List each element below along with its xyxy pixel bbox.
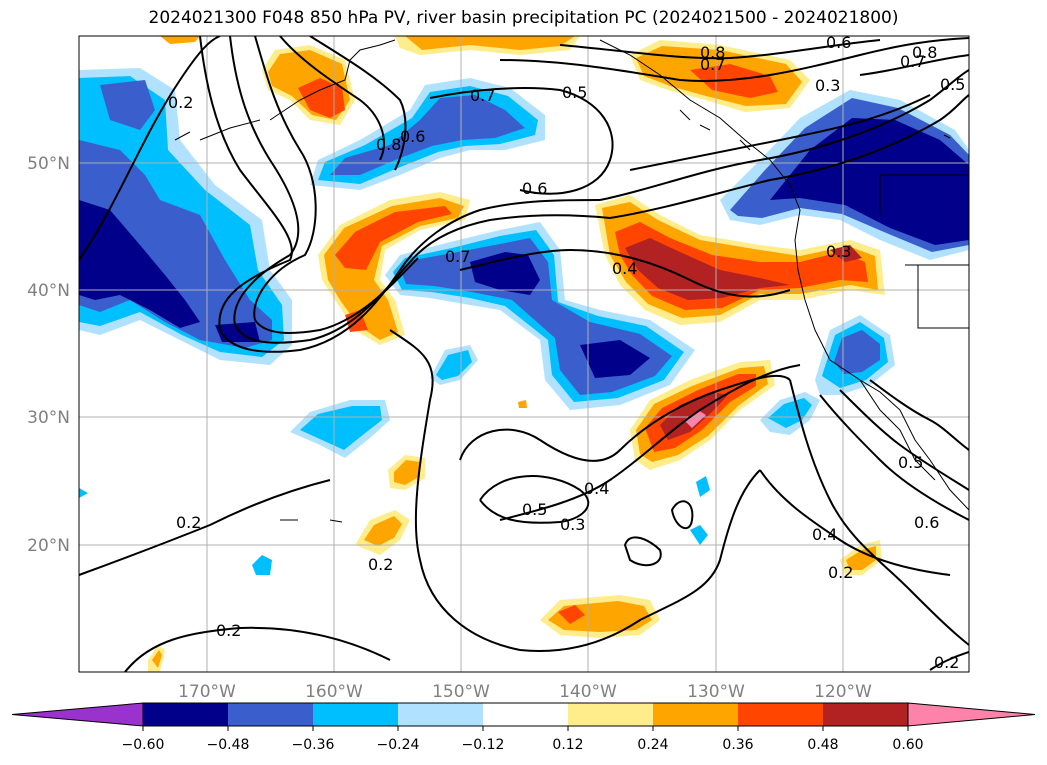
contour-label: 0.5 (562, 83, 587, 102)
neg-region-c-core (470, 252, 650, 378)
pos-region-w-core (335, 206, 452, 332)
contour-label: 0.3 (560, 515, 585, 534)
contour-label: 0.2 (168, 93, 193, 112)
neg-region-nw-dark (79, 200, 260, 342)
colorbar-tick-label: 0.60 (892, 737, 923, 753)
colorbar-tick-label: 0.12 (552, 737, 583, 753)
colorbar-segment (398, 703, 483, 726)
pos-region-n1-core (298, 78, 345, 118)
lon-label: 150°W (432, 682, 490, 702)
lon-axis: 170°W 160°W 150°W 140°W 130°W 120°W (178, 682, 872, 702)
contour-label: 0.6 (914, 513, 939, 532)
lat-label: 50°N (27, 154, 70, 174)
colorbar-segment (483, 703, 568, 726)
neg-blob-7 (696, 476, 710, 497)
colorbar-tick-label: −0.36 (292, 737, 335, 753)
neg-blob-8 (79, 488, 88, 498)
pos-region-c-core (625, 238, 862, 300)
lon-label: 120°W (814, 682, 872, 702)
colorbar-extend-low (11, 702, 144, 727)
coastline-layer (174, 39, 969, 523)
lon-label: 140°W (559, 682, 617, 702)
lon-label: 130°W (687, 682, 745, 702)
pos-blob-2-inner (364, 516, 402, 546)
contour-label: 0.8 (376, 135, 401, 154)
contour-label: 0.6 (826, 33, 851, 52)
colorbar: −0.60 −0.48 −0.36 −0.24 −0.12 0.12 0.24 0.36 0.4… (11, 702, 1036, 753)
colorbar-tick-label: 0.36 (722, 737, 753, 753)
baja-coast (859, 379, 936, 481)
contour-label: 0.4 (612, 259, 637, 278)
contour-label: 0.7 (900, 52, 925, 71)
contour-label: 0.5 (522, 500, 547, 519)
colorbar-tick-label: −0.48 (207, 737, 250, 753)
pos-blob-1-inner (394, 460, 420, 485)
contour-label: 0.2 (934, 653, 959, 672)
contour-label: 0.8 (912, 43, 937, 62)
contour-label: 0.7 (470, 86, 495, 105)
lat-label: 20°N (27, 536, 70, 556)
map-title: 2024021300 F048 850 hPa PV, river basin … (148, 8, 899, 28)
pos-region-n1-top (160, 36, 200, 44)
contour-label: 0.8 (700, 43, 725, 62)
neg-blob-5 (252, 555, 272, 575)
contour-label: 0.5 (940, 75, 965, 94)
colorbar-frame (142, 702, 909, 727)
contour-label: 0.7 (700, 55, 725, 74)
colorbar-tick-label: −0.60 (122, 737, 165, 753)
contour-label: 0.3 (826, 242, 851, 261)
colorbar-segment (653, 703, 738, 726)
pv-contour-layer (79, 36, 969, 672)
islands (280, 109, 951, 523)
contour-label: 0.4 (584, 479, 609, 498)
contour-label: 0.2 (216, 621, 241, 640)
neg-blob-1-inner (436, 350, 472, 380)
neg-blob-4-core (834, 330, 880, 374)
colorbar-extend-high (907, 702, 1036, 727)
pos-region-s-peak (684, 410, 706, 428)
contour-label: 0.6 (522, 179, 547, 198)
contour-label: 0.3 (815, 76, 840, 95)
lat-label: 40°N (27, 281, 70, 301)
lat-axis: 50°N 40°N 30°N 20°N (27, 154, 70, 556)
colorbar-tick-label: −0.12 (462, 737, 505, 753)
contour-label: 0.5 (898, 453, 923, 472)
contour-label: 0.2 (828, 563, 853, 582)
pos-blob-3-core (558, 605, 585, 624)
colorbar-segment (738, 703, 823, 726)
pos-blob-6 (518, 400, 527, 408)
neg-region-ne-dark (770, 118, 969, 245)
us-border (879, 174, 969, 329)
colorbar-segment (823, 703, 908, 726)
neg-region-n-dark (330, 95, 525, 175)
contour-label: 0.7 (445, 247, 470, 266)
colorbar-tick-label: −0.24 (377, 737, 420, 753)
contour-label: 0.2 (368, 555, 393, 574)
graticule (79, 36, 969, 672)
lon-label: 160°W (305, 682, 363, 702)
lon-label: 170°W (178, 682, 236, 702)
colorbar-segment (313, 703, 398, 726)
contour-label: 0.2 (176, 513, 201, 532)
colorbar-segment (568, 703, 653, 726)
contour-label: 0.4 (812, 525, 837, 544)
contour-label: 0.6 (400, 127, 425, 146)
colorbar-segment (143, 703, 228, 726)
colorbar-tick-label: 0.48 (807, 737, 838, 753)
pos-region-ne-core (690, 64, 778, 98)
canada-coast (599, 39, 969, 511)
colorbar-tick-label: 0.24 (637, 737, 668, 753)
colorbar-segment (228, 703, 313, 726)
pos-blob-5-inner (152, 650, 162, 668)
pos-region-top-inner (405, 36, 575, 50)
map-frame (78, 35, 970, 673)
neg-blob-6 (690, 525, 708, 545)
lat-label: 30°N (27, 408, 70, 428)
contour-labels: 0.2 0.8 0.7 0.5 0.6 0.8 0.7 0.8 0.7 0.6 … (168, 33, 965, 672)
